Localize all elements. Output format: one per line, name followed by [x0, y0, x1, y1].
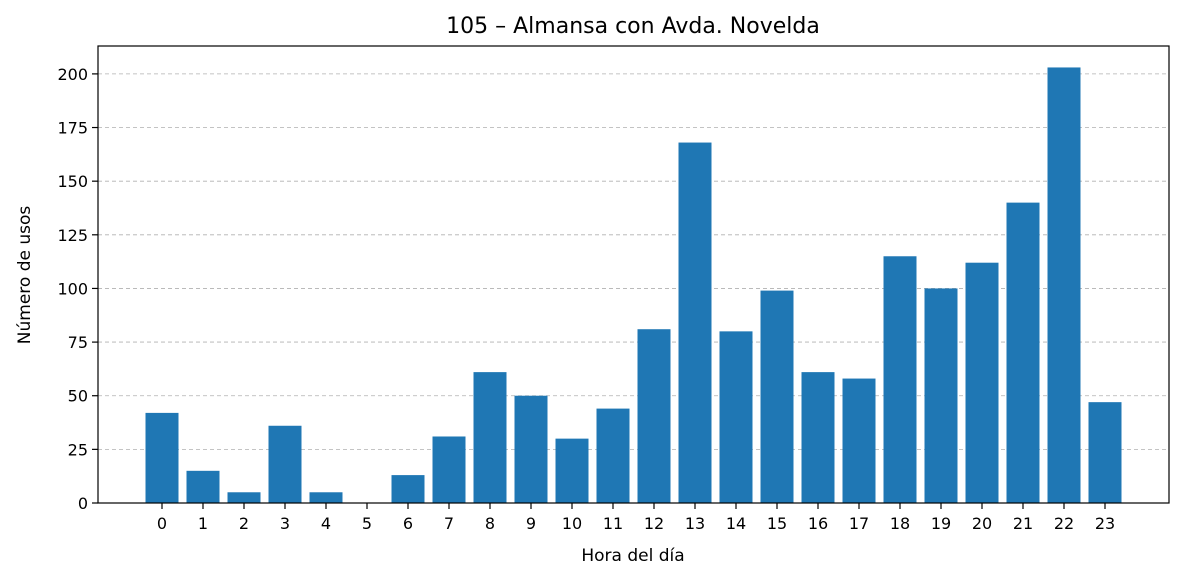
- bar-hour-13: [678, 142, 712, 503]
- x-tick-label: 19: [931, 514, 951, 533]
- x-tick-label: 20: [972, 514, 992, 533]
- x-tick-label: 2: [239, 514, 249, 533]
- x-tick-label: 16: [808, 514, 828, 533]
- bar-hour-16: [801, 372, 835, 503]
- y-tick-label: 75: [68, 333, 88, 352]
- y-tick-label: 50: [68, 387, 88, 406]
- bar-hour-19: [924, 288, 958, 503]
- x-axis-ticks: 0 1 2 3 4 5 6 7 8 9 10 11 12 13 14 15 16 17 18 19 20 21 22 23: [157, 503, 1115, 533]
- bar-hour-9: [514, 395, 548, 503]
- x-tick-label: 9: [526, 514, 536, 533]
- x-tick-label: 8: [485, 514, 495, 533]
- x-tick-label: 13: [685, 514, 705, 533]
- bar-hour-21: [1006, 202, 1040, 503]
- x-tick-label: 5: [362, 514, 372, 533]
- x-tick-label: 23: [1095, 514, 1115, 533]
- bar-hour-4: [309, 492, 343, 503]
- x-tick-label: 22: [1054, 514, 1074, 533]
- y-axis-label: Número de usos: [15, 206, 35, 345]
- bar-hour-10: [555, 438, 589, 503]
- bar-hour-15: [760, 290, 794, 503]
- y-tick-label: 200: [57, 65, 88, 84]
- bar-hour-20: [965, 262, 999, 503]
- bar-hour-8: [473, 372, 507, 503]
- x-tick-label: 1: [198, 514, 208, 533]
- x-axis-label: Hora del día: [581, 546, 684, 566]
- bar-hour-6: [391, 475, 425, 503]
- bar-hour-14: [719, 331, 753, 503]
- bar-hour-2: [227, 492, 261, 503]
- x-tick-label: 7: [444, 514, 454, 533]
- chart-title: 105 – Almansa con Avda. Novelda: [446, 14, 820, 39]
- x-tick-label: 18: [890, 514, 910, 533]
- grid-lines: [98, 73, 1169, 450]
- bar-hour-22: [1047, 67, 1081, 504]
- y-tick-label: 100: [57, 279, 88, 298]
- x-tick-label: 6: [403, 514, 413, 533]
- x-tick-label: 4: [321, 514, 331, 533]
- x-tick-label: 21: [1013, 514, 1033, 533]
- bar-hour-7: [432, 436, 466, 503]
- y-tick-label: 0: [78, 494, 88, 513]
- bar-hour-23: [1088, 402, 1122, 503]
- bar-hour-3: [268, 425, 302, 503]
- y-tick-label: 150: [57, 172, 88, 191]
- x-tick-label: 14: [726, 514, 746, 533]
- y-tick-label: 25: [68, 440, 88, 459]
- x-tick-label: 3: [280, 514, 290, 533]
- y-tick-label: 175: [57, 119, 88, 138]
- bar-hour-17: [842, 378, 876, 503]
- x-tick-label: 15: [767, 514, 787, 533]
- x-tick-label: 12: [644, 514, 664, 533]
- x-tick-label: 17: [849, 514, 869, 533]
- bar-hour-18: [883, 256, 917, 503]
- x-tick-label: 0: [157, 514, 167, 533]
- plot-frame: [97, 45, 1170, 504]
- bars: [145, 67, 1122, 504]
- bar-hour-12: [637, 329, 671, 503]
- bar-hour-11: [596, 408, 630, 503]
- y-axis-ticks: 0 25 50 75 100 125 150 175 200: [57, 65, 98, 513]
- bar-hour-1: [186, 470, 220, 503]
- y-tick-label: 125: [57, 226, 88, 245]
- x-tick-label: 10: [562, 514, 582, 533]
- x-tick-label: 11: [603, 514, 623, 533]
- bar-hour-0: [145, 412, 179, 503]
